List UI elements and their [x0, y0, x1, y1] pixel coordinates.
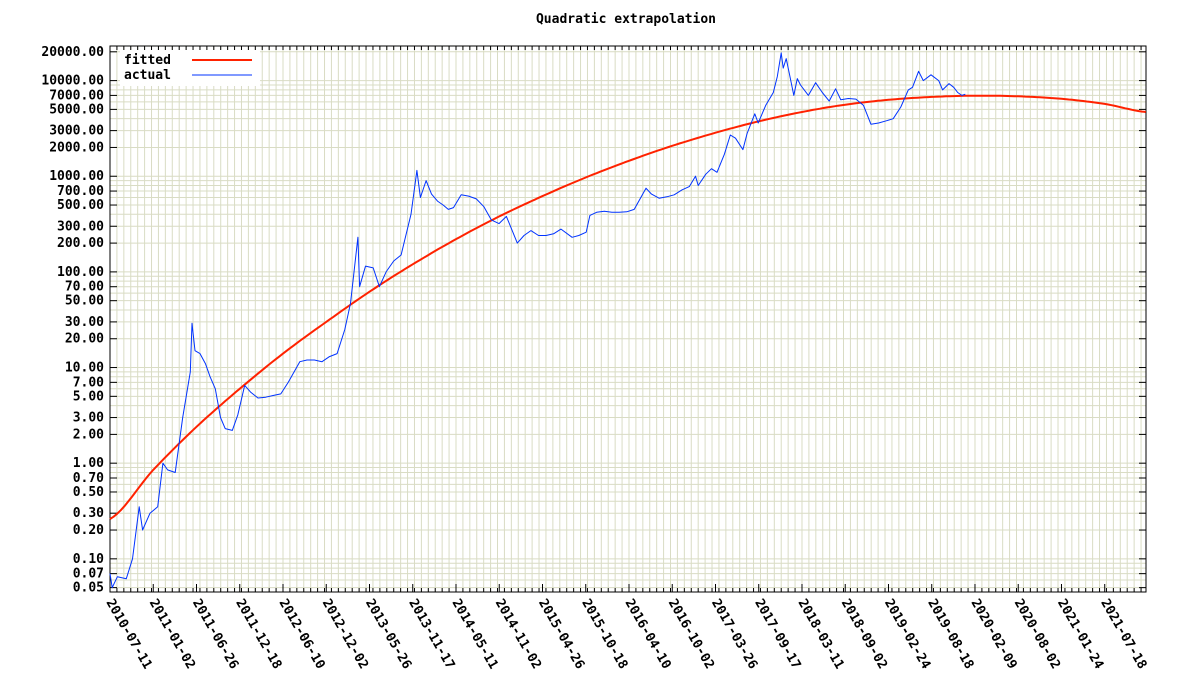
y-tick-label: 0.10 [73, 552, 104, 567]
series-line-fitted [109, 94, 1146, 520]
y-tick-label: 0.07 [73, 567, 104, 582]
y-tick-label: 50.00 [65, 294, 104, 309]
y-tick-label: 200.00 [57, 236, 104, 251]
y-tick-label: 100.00 [57, 265, 104, 280]
y-tick-label: 3000.00 [49, 124, 104, 139]
legend-label-actual: actual [124, 68, 171, 83]
y-tick-label: 1.00 [73, 456, 104, 471]
x-tick-label: 2010-07-11 [103, 597, 155, 672]
x-axis-tick-labels: 2010-07-112011-01-022011-06-262011-12-18… [103, 597, 1150, 672]
y-tick-label: 300.00 [57, 219, 104, 234]
y-tick-label: 10000.00 [41, 74, 104, 89]
y-tick-label: 0.70 [73, 471, 104, 486]
y-tick-label: 1000.00 [49, 169, 104, 184]
y-tick-label: 0.20 [73, 523, 104, 538]
y-tick-label: 30.00 [65, 315, 104, 330]
legend-label-fitted: fitted [124, 53, 171, 68]
y-tick-label: 70.00 [65, 280, 104, 295]
y-tick-label: 20.00 [65, 332, 104, 347]
legend-background [120, 50, 260, 86]
y-tick-label: 20000.00 [41, 45, 104, 60]
y-tick-label: 500.00 [57, 198, 104, 213]
legend: fitted actual [120, 50, 260, 86]
y-tick-label: 2.00 [73, 427, 104, 442]
y-tick-label: 700.00 [57, 184, 104, 199]
y-tick-label: 0.05 [73, 581, 104, 596]
y-tick-label: 0.50 [73, 485, 104, 500]
y-tick-label: 7000.00 [49, 88, 104, 103]
y-tick-label: 10.00 [65, 361, 104, 376]
y-tick-label: 2000.00 [49, 140, 104, 155]
grid-lines [109, 46, 1146, 592]
y-tick-label: 3.00 [73, 411, 104, 426]
plot-frame [109, 45, 1147, 593]
y-axis-tick-labels: 0.050.070.10 0.20 0.30 0.500.701.00 2.003.00… [41, 45, 104, 596]
series-lines [109, 52, 1146, 589]
axis-ticks [109, 46, 1146, 592]
series-line-actual [109, 52, 966, 589]
y-tick-label: 7.00 [73, 375, 104, 390]
y-tick-label: 5.00 [73, 389, 104, 404]
y-tick-label: 0.30 [73, 506, 104, 521]
chart-title: Quadratic extrapolation [535, 12, 716, 27]
y-tick-label: 5000.00 [49, 102, 104, 117]
